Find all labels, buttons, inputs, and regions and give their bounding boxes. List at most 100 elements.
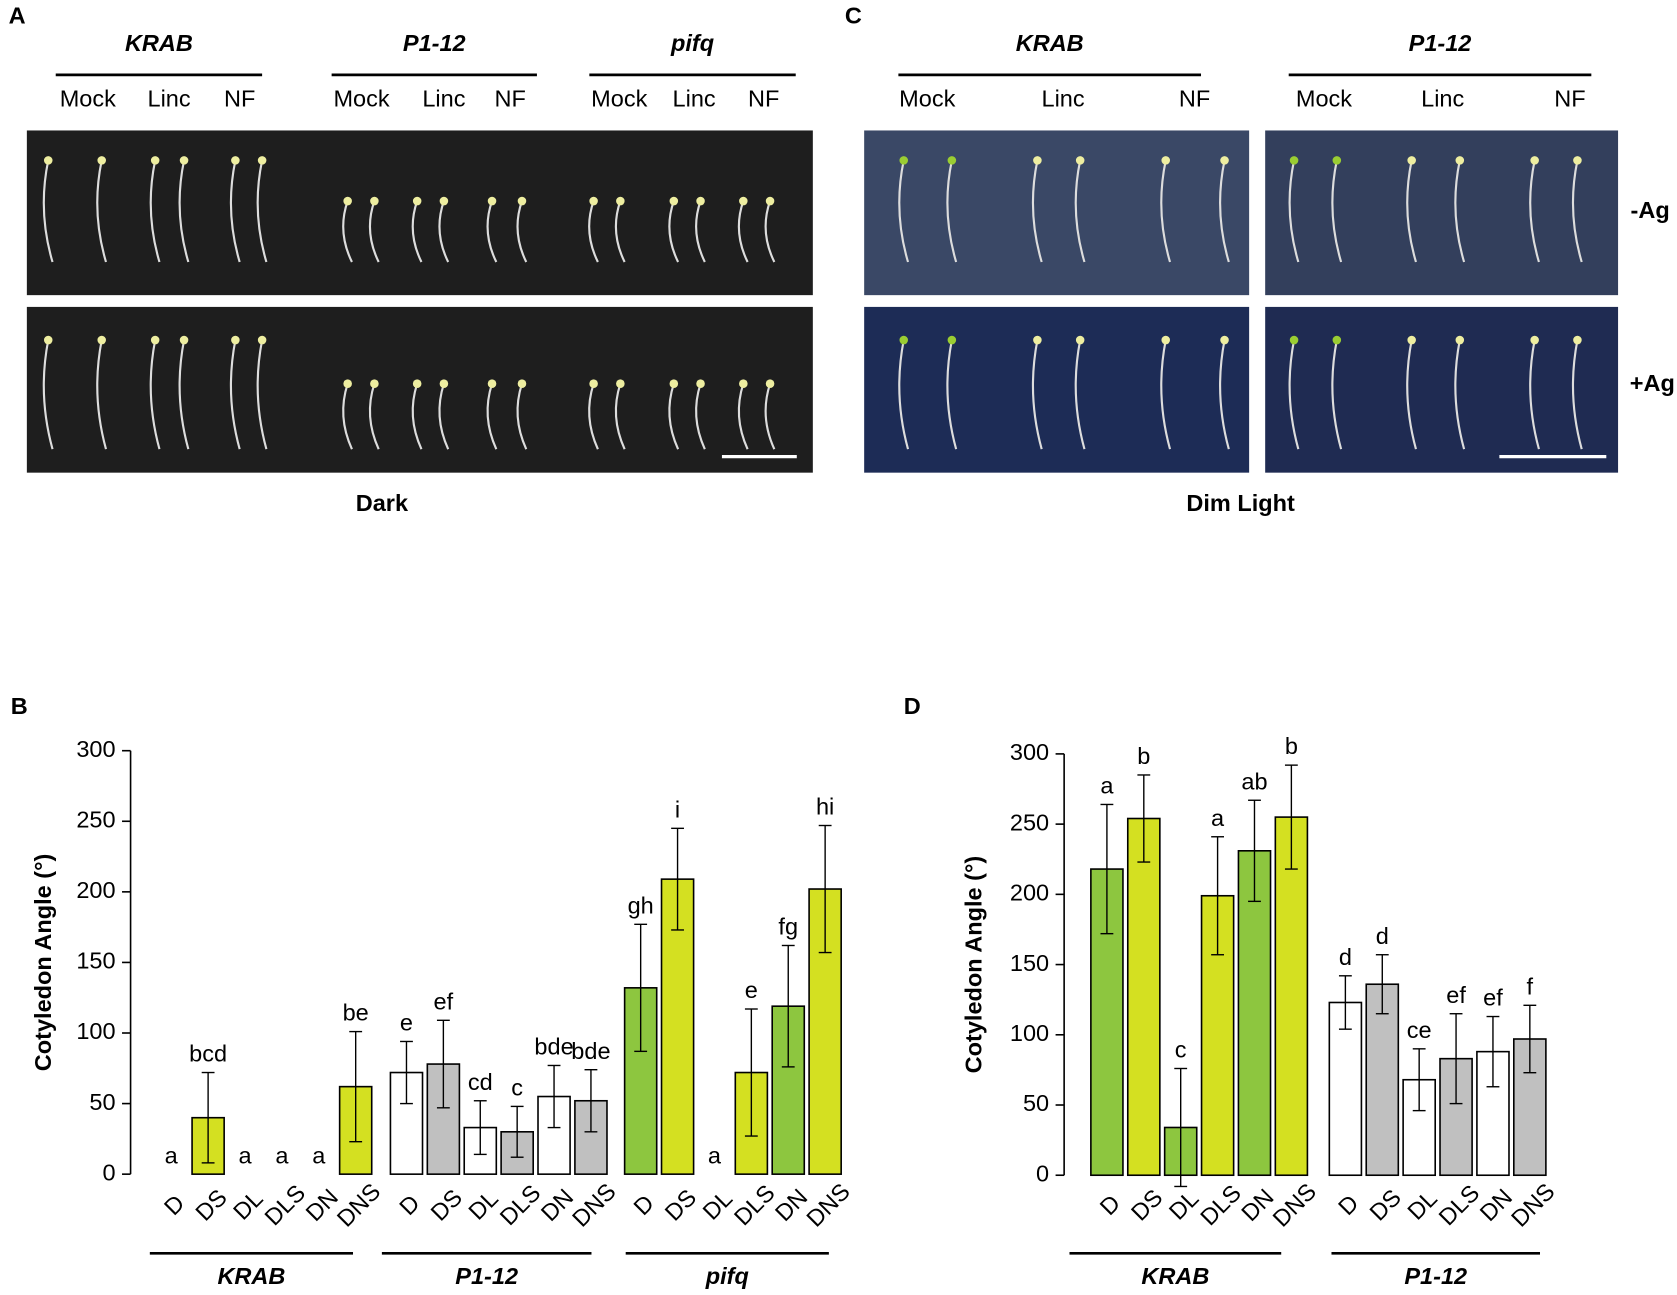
seedling xyxy=(1219,160,1230,263)
cotyledon xyxy=(696,196,705,206)
cotyledon xyxy=(1033,335,1042,345)
cotyledon xyxy=(589,196,598,206)
seedling xyxy=(1454,160,1466,263)
error-bar xyxy=(473,1100,487,1156)
x-tick-label: DL xyxy=(1164,1185,1204,1225)
cotyledon xyxy=(947,156,957,165)
significance-letter: e xyxy=(400,1010,413,1036)
cotyledon xyxy=(947,335,957,345)
cotyledon xyxy=(517,379,527,388)
seedling xyxy=(898,339,910,450)
group-name: P1-12 xyxy=(1404,1263,1467,1289)
panel-label: B xyxy=(11,693,28,719)
seedling xyxy=(229,339,241,450)
significance-letter: ab xyxy=(1241,768,1267,794)
x-tick-label: DS xyxy=(660,1184,701,1225)
x-tick-label: DS xyxy=(426,1184,467,1225)
x-tick-label: DN xyxy=(770,1184,812,1226)
y-axis-label: Cotyledon Angle (°) xyxy=(961,856,987,1074)
error-bar xyxy=(634,923,648,1053)
x-tick-label: DN xyxy=(1475,1184,1517,1226)
significance-letter: b xyxy=(1137,743,1150,769)
cotyledon xyxy=(1455,156,1465,165)
x-tick-label: DNS xyxy=(567,1178,620,1231)
significance-letter: ef xyxy=(1483,985,1503,1011)
seedling xyxy=(1160,160,1172,263)
seedling xyxy=(438,200,450,263)
seedling xyxy=(737,200,749,263)
cotyledon xyxy=(97,156,106,165)
group-name: KRAB xyxy=(125,30,193,56)
seedling xyxy=(614,200,626,263)
seedling xyxy=(668,200,680,263)
panel-label: D xyxy=(904,693,921,719)
cotyledon xyxy=(669,196,679,206)
seedling xyxy=(1219,339,1230,450)
error-bar xyxy=(818,824,832,954)
seedling xyxy=(946,339,958,450)
seedlings xyxy=(42,156,1583,450)
seedling xyxy=(368,200,380,263)
cotyledon xyxy=(487,379,497,388)
cotyledon xyxy=(231,156,240,165)
seedling xyxy=(96,339,108,450)
x-tick-label: DN xyxy=(301,1184,343,1226)
seedling xyxy=(695,200,706,263)
seedling xyxy=(149,339,161,450)
seedling xyxy=(588,383,599,450)
panel-label: C xyxy=(845,2,862,28)
x-tick-label: DS xyxy=(1365,1184,1406,1225)
cotyledon xyxy=(343,196,352,206)
cotyledon xyxy=(616,379,625,388)
seedling xyxy=(149,160,161,263)
significance-letter: c xyxy=(511,1075,523,1101)
cotyledon xyxy=(1161,156,1171,165)
seedling xyxy=(229,160,241,263)
treatment: Mock xyxy=(899,86,955,112)
y-tick-label: 50 xyxy=(89,1089,115,1115)
error-bar xyxy=(1248,799,1261,903)
cotyledon xyxy=(1332,335,1342,345)
seedling xyxy=(1406,339,1417,450)
cotyledon xyxy=(1075,335,1085,345)
seedling xyxy=(411,383,423,450)
y-tick-label: 150 xyxy=(1010,950,1049,976)
x-tick-label: D xyxy=(1333,1190,1363,1220)
seedling xyxy=(342,383,353,450)
cotyledon xyxy=(1289,335,1299,345)
error-bar xyxy=(1375,954,1389,1015)
seedling xyxy=(1529,339,1540,450)
significance-letter: i xyxy=(675,796,680,822)
photo-dark-top xyxy=(26,130,813,296)
group-name: pifq xyxy=(670,30,714,56)
significance-letter: be xyxy=(343,1000,369,1026)
significance-letter: bcd xyxy=(189,1041,227,1067)
cotyledon xyxy=(1455,335,1465,345)
error-bar xyxy=(547,1064,561,1129)
cotyledon xyxy=(343,379,352,388)
error-bar xyxy=(349,1030,363,1143)
error-bar xyxy=(1284,764,1298,870)
seedling xyxy=(946,160,958,263)
seedling xyxy=(516,383,528,450)
seedling xyxy=(695,383,706,450)
seedling xyxy=(1288,339,1300,450)
seedling xyxy=(1571,339,1583,450)
cotyledon xyxy=(1332,156,1342,165)
cotyledon xyxy=(899,335,909,345)
caption: Dim Light xyxy=(1186,490,1295,516)
y-axis-label: Cotyledon Angle (°) xyxy=(30,854,56,1072)
cotyledon xyxy=(439,379,449,388)
cotyledon xyxy=(1033,156,1042,165)
x-tick-label: DN xyxy=(536,1184,578,1226)
error-bar xyxy=(1211,836,1225,956)
treatment: Linc xyxy=(673,86,716,112)
error-bar xyxy=(1412,1048,1426,1112)
error-bar xyxy=(1523,1004,1537,1074)
seedling xyxy=(42,339,54,450)
cotyledon xyxy=(150,156,160,165)
row-label: -Ag xyxy=(1631,197,1670,223)
x-tick-label: D xyxy=(394,1190,424,1220)
y-tick-label: 0 xyxy=(103,1159,116,1185)
group-name: P1-12 xyxy=(403,30,466,56)
